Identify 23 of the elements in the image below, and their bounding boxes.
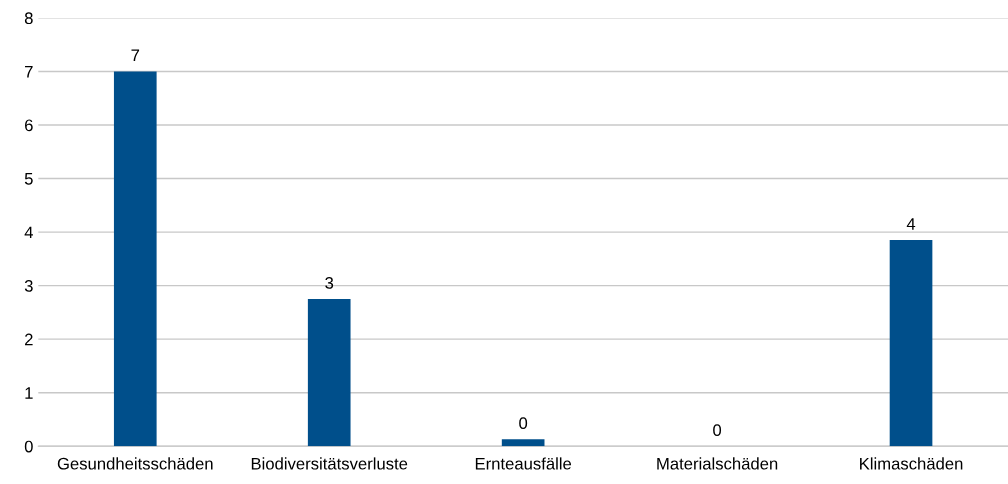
y-tick-label: 0 [24,440,33,453]
y-tick-label: 6 [25,119,33,132]
data-label: 0 [713,424,722,437]
x-tick-label: Gesundheitsschäden [57,457,213,470]
bar [889,240,933,447]
y-tick-label: 1 [25,387,33,399]
x-tick-label: Materialschäden [657,457,778,470]
data-label: 4 [906,218,916,230]
x-tick-label: Biodiversitätsverluste [251,457,408,470]
y-tick-label: 5 [24,173,33,185]
y-tick-label: 4 [24,226,33,239]
bar [113,71,157,447]
y-tick-label: 8 [24,12,33,25]
y-tick-label: 3 [24,280,33,292]
y-tick-label: 7 [25,66,33,78]
bar [501,439,545,447]
data-label: 7 [131,49,140,62]
bar [307,299,351,447]
x-tick-label: Ernteausfälle [475,457,572,470]
data-label: 0 [519,417,528,430]
y-tick-label: 2 [25,333,33,346]
x-tick-label: Klimaschäden [860,457,963,470]
data-label: 3 [325,276,334,289]
